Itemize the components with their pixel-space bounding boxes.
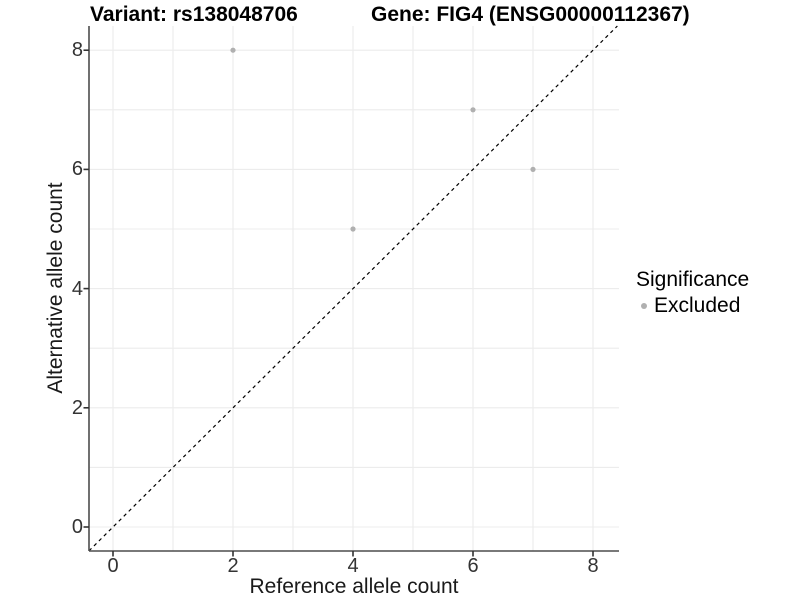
x-tick-label: 0 — [107, 555, 119, 577]
data-point — [350, 226, 356, 232]
identity-reference-line — [88, 25, 618, 552]
legend-item-excluded: Excluded — [636, 293, 749, 318]
y-tick-label: 2 — [71, 396, 83, 419]
y-tick-label: 4 — [71, 277, 83, 300]
x-tick-label: 4 — [347, 555, 359, 577]
x-tick-label: 6 — [467, 555, 479, 577]
x-tick-label: 8 — [587, 555, 599, 577]
data-point — [230, 47, 236, 53]
legend: Significance Excluded — [636, 267, 749, 318]
x-tick-label: 2 — [227, 555, 239, 577]
y-tick-label: 8 — [71, 39, 83, 62]
y-tick-label: 6 — [71, 158, 83, 181]
legend-title: Significance — [636, 268, 750, 291]
data-point — [470, 107, 476, 113]
x-axis-title: Reference allele count — [249, 575, 459, 598]
excluded-point-icon — [641, 302, 647, 309]
plot-title-variant: Variant: rs138048706 — [90, 3, 298, 26]
plot-title-gene: Gene: FIG4 (ENSG00000112367) — [371, 3, 690, 26]
y-tick-label: 0 — [71, 516, 83, 538]
data-point — [530, 166, 536, 172]
legend-item-label: Excluded — [654, 294, 741, 317]
